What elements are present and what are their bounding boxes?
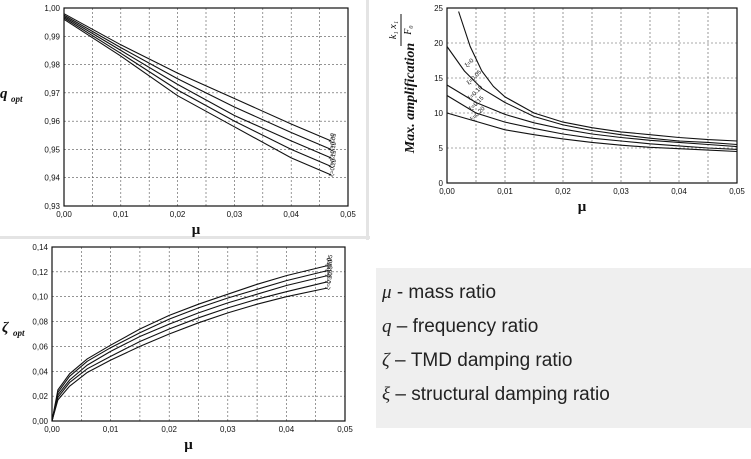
plot-frame: [51, 246, 346, 422]
x-tick-label: 0,05: [729, 187, 745, 196]
y-axis-title: q: [0, 86, 8, 102]
x-tick-label: 0,01: [113, 210, 129, 219]
y-tick-label: 25: [434, 4, 443, 13]
y-tick-label: 0,00: [32, 417, 48, 426]
series-line: [446, 112, 738, 153]
chart-q-opt: 0,00 0,01 0,02 0,03 0,04 0,05 0,93 0,94 0,95 0,96…: [0, 4, 356, 238]
x-tick-label: 0,04: [671, 187, 687, 196]
chart-max-amplification: 0,00 0,01 0,02 0,03 0,04 0,050510152025ξ=0ξ=0…: [388, 4, 745, 215]
y-tick-label: 0,06: [32, 342, 48, 351]
y-axis-title: Max. amplification: [403, 43, 418, 155]
x-tick-label: 0,04: [279, 425, 295, 434]
series-line: [63, 17, 332, 167]
x-tick-label: 0,00: [56, 210, 72, 219]
x-tick-label: 0,04: [283, 210, 299, 219]
panel-separator-vertical: [366, 0, 369, 240]
series-label: ξ=0.20: [325, 271, 334, 290]
series-line: [51, 270, 328, 422]
legend-item-xi: ξ – structural damping ratio: [382, 384, 610, 406]
y-tick-label: 10: [434, 109, 443, 118]
series-line: [51, 275, 328, 422]
y-tick-label: 0,02: [32, 392, 48, 401]
y-axis-title-subscript: opt: [13, 328, 25, 338]
x-axis-title: μ: [192, 222, 201, 238]
legend-text: – frequency ratio: [391, 316, 539, 337]
series-line: [63, 16, 332, 159]
y-tick-label: 0,99: [44, 32, 60, 41]
plot-frame: [63, 7, 349, 207]
series-line: [446, 95, 738, 150]
series-line: [446, 84, 738, 148]
series-line: [63, 14, 332, 150]
series-line: [51, 281, 328, 422]
series-line: [63, 18, 332, 176]
series-label: ξ=0: [329, 132, 337, 143]
series-label: ξ=0: [325, 257, 333, 268]
series-label: ξ=0.20: [329, 158, 338, 177]
series-label: ξ=0.10: [325, 259, 334, 278]
legend-text: – TMD damping ratio: [389, 350, 573, 371]
y-tick-label: 0,95: [44, 145, 60, 154]
series-label: ξ=0.10: [329, 141, 338, 160]
y-tick-label: 1,00: [44, 4, 60, 13]
x-tick-label: 0,03: [220, 425, 236, 434]
series-line: [51, 287, 328, 422]
legend-item-zeta: ζ – TMD damping ratio: [382, 350, 572, 372]
y-axis-fraction-denominator: F₀: [403, 25, 414, 36]
y-tick-label: 0,98: [44, 61, 60, 70]
y-axis-title-subscript: opt: [11, 94, 23, 104]
y-tick-label: 20: [434, 39, 443, 48]
y-tick-label: 0,96: [44, 117, 60, 126]
series-label: ξ=0.15: [329, 149, 338, 168]
legend-symbol: ξ: [382, 384, 391, 405]
legend-item-mu: μ - mass ratio: [382, 282, 496, 304]
y-tick-label: 0,97: [44, 89, 60, 98]
y-tick-label: 15: [434, 74, 443, 83]
x-tick-label: 0,01: [103, 425, 119, 434]
series-line: [446, 46, 738, 146]
x-axis-title: μ: [184, 437, 193, 453]
y-tick-label: 0,94: [44, 174, 60, 183]
x-tick-label: 0,02: [555, 187, 571, 196]
y-tick-label: 0: [439, 179, 444, 188]
x-tick-label: 0,02: [161, 425, 177, 434]
y-axis-fraction-numerator: k₁ x₁: [388, 21, 399, 39]
legend-text: - mass ratio: [391, 282, 497, 303]
y-tick-label: 0,14: [32, 243, 48, 252]
series-label: ξ=0.05: [325, 254, 334, 273]
series-line: [51, 265, 328, 422]
series-line: [458, 11, 738, 142]
legend-panel: μ - mass ratio q – frequency ratio ζ – T…: [376, 268, 751, 428]
y-tick-label: 5: [439, 144, 444, 153]
y-tick-label: 0,93: [44, 202, 60, 211]
legend-item-q: q – frequency ratio: [382, 316, 538, 338]
y-tick-label: 0,08: [32, 318, 48, 327]
legend-symbol: q: [382, 316, 392, 337]
panel-separator-horizontal: [0, 236, 370, 239]
x-tick-label: 0,03: [227, 210, 243, 219]
x-tick-label: 0,05: [337, 425, 353, 434]
y-tick-label: 0,10: [32, 293, 48, 302]
x-axis-title: μ: [578, 199, 587, 215]
x-tick-label: 0,05: [340, 210, 356, 219]
y-tick-label: 0,12: [32, 268, 48, 277]
legend-text: – structural damping ratio: [390, 384, 610, 405]
chart-zeta-opt: 0,00 0,01 0,02 0,03 0,04 0,05 0,00 0,02 0,04 0,06…: [2, 243, 353, 453]
series-label: ξ=0.15: [325, 265, 334, 284]
y-axis-title: ζ: [2, 320, 10, 336]
x-tick-label: 0,00: [44, 425, 60, 434]
x-tick-label: 0,02: [170, 210, 186, 219]
legend-symbol: μ: [382, 282, 392, 303]
x-tick-label: 0,00: [439, 187, 455, 196]
y-tick-label: 0,04: [32, 367, 48, 376]
series-label: ξ=0.05: [329, 132, 338, 151]
series-line: [63, 13, 332, 142]
x-tick-label: 0,03: [613, 187, 629, 196]
x-tick-label: 0,01: [497, 187, 513, 196]
legend-symbol: ζ: [382, 350, 390, 371]
series-label: ξ=0: [464, 57, 475, 68]
